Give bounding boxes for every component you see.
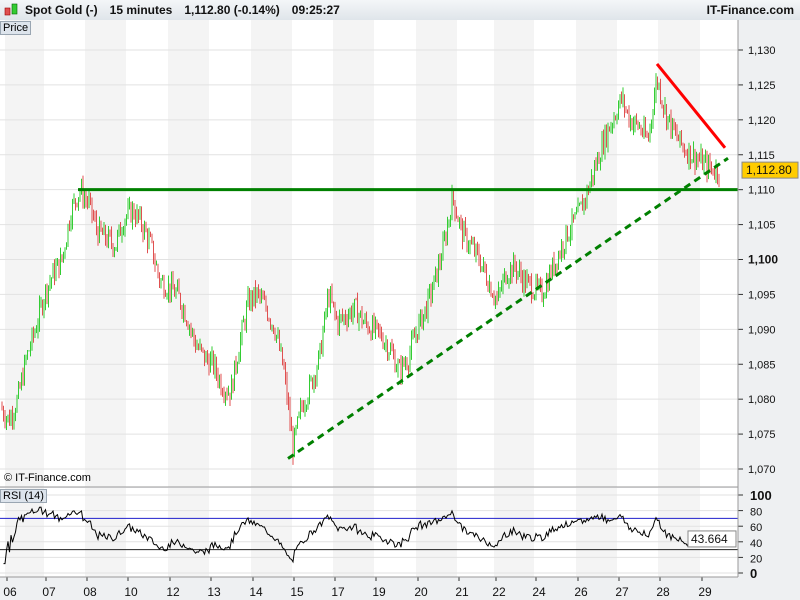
rsi-tick-label: 80 — [750, 507, 762, 519]
price-panel-label: Price — [0, 21, 32, 35]
y-tick-label: 1,075 — [748, 429, 776, 441]
x-tick-label: 06 — [3, 585, 17, 599]
day-band — [85, 20, 126, 487]
day-band — [85, 488, 126, 577]
x-tick-label: 17 — [331, 585, 345, 599]
axis-bg — [738, 20, 800, 578]
candle-icon — [3, 2, 21, 18]
day-band — [416, 20, 457, 487]
day-band — [494, 488, 534, 577]
y-tick-label: 1,080 — [748, 394, 776, 406]
rsi-tick-label: 100 — [750, 488, 772, 503]
day-band — [333, 20, 374, 487]
y-tick-label: 1,095 — [748, 289, 776, 301]
day-band — [576, 20, 617, 487]
rsi-last-value: 43.664 — [691, 532, 728, 546]
x-tick-label: 22 — [492, 585, 506, 599]
x-tick-label: 07 — [42, 585, 56, 599]
day-band — [168, 20, 209, 487]
y-tick-label: 1,100 — [748, 253, 778, 267]
clock: 09:25:27 — [291, 3, 340, 17]
rsi-tick-label: 0 — [750, 566, 757, 581]
day-band — [333, 488, 374, 577]
x-tick-label: 28 — [656, 585, 670, 599]
rsi-tick-label: 40 — [750, 538, 762, 550]
last-price-tag — [741, 161, 799, 179]
x-tick-label: 29 — [698, 585, 712, 599]
y-tick-label: 1,130 — [748, 45, 776, 57]
title-bar: Spot Gold (-) 15 minutes 1,112.80 (-0.14… — [0, 0, 800, 21]
rsi-line — [3, 506, 720, 565]
day-band — [251, 20, 292, 487]
x-tick-label: 15 — [290, 585, 304, 599]
x-tick-label: 12 — [166, 585, 180, 599]
timeframe[interactable]: 15 minutes — [109, 3, 173, 17]
x-tick-label: 24 — [532, 585, 546, 599]
x-tick-label: 21 — [455, 585, 469, 599]
day-band — [251, 488, 292, 577]
day-band — [5, 20, 44, 487]
x-tick-label: 08 — [83, 585, 97, 599]
y-tick-label: 1,110 — [748, 185, 775, 197]
y-tick-label: 1,115 — [748, 150, 775, 162]
rsi-tick-label: 20 — [750, 553, 762, 565]
y-tick-label: 1,090 — [748, 324, 776, 336]
x-tick-label: 27 — [615, 585, 629, 599]
copyright: © IT-Finance.com — [4, 472, 91, 484]
x-tick-label: 19 — [372, 585, 386, 599]
instrument: Spot Gold (-) — [25, 3, 98, 17]
y-tick-label: 1,125 — [748, 80, 776, 92]
last-quote: 1,112.80 (-0.14%) — [184, 3, 280, 17]
brand: IT-Finance.com — [706, 3, 794, 17]
rsi-last-tag — [687, 530, 737, 548]
resistance-line — [655, 63, 727, 149]
x-tick-label: 14 — [249, 585, 263, 599]
y-tick-label: 1,085 — [748, 359, 776, 371]
y-tick-label: 1,070 — [748, 464, 776, 476]
day-band — [576, 488, 617, 577]
rsi-panel-label: RSI (14) — [0, 489, 47, 503]
rsi-tick-label: 60 — [750, 522, 762, 534]
last-price-value: 1,112.80 — [746, 163, 792, 177]
x-tick-label: 13 — [207, 585, 221, 599]
y-tick-label: 1,105 — [748, 220, 776, 232]
day-band — [168, 488, 209, 577]
rising-trendline — [287, 157, 729, 460]
x-tick-label: 20 — [414, 585, 428, 599]
day-band — [416, 488, 457, 577]
x-tick-label: 26 — [574, 585, 588, 599]
y-tick-label: 1,120 — [748, 115, 776, 127]
x-tick-label: 10 — [124, 585, 138, 599]
